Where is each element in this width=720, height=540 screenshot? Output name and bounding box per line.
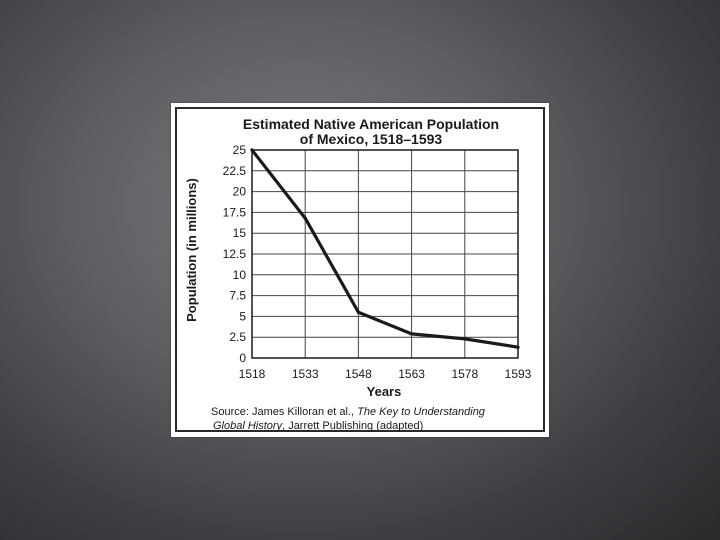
- y-tick-label: 2.5: [229, 330, 246, 344]
- y-tick-labels: 0 2.5 5 7.5 10 12.5 15 17.5 20 22.5 25: [223, 143, 247, 365]
- x-tick-label: 1518: [239, 367, 266, 381]
- y-tick-label: 12.5: [223, 247, 247, 261]
- source-suffix: , Jarrett Publishing (adapted): [282, 420, 424, 432]
- chart-figure: Estimated Native American Population of …: [171, 103, 549, 437]
- source-prefix: Source: James Killoran et al.,: [211, 406, 358, 418]
- x-axis-label: Years: [367, 384, 402, 399]
- x-tick-label: 1563: [398, 367, 425, 381]
- chart-grid: [251, 149, 519, 359]
- x-tick-labels: 1518 1533 1548 1563 1578 1593: [239, 367, 532, 381]
- x-tick-label: 1578: [451, 367, 478, 381]
- y-axis-label: Population (in millions): [184, 178, 199, 322]
- population-line-chart: Estimated Native American Population of …: [175, 107, 545, 432]
- population-data-point: [410, 332, 414, 336]
- chart-title-line-1: Estimated Native American Population: [243, 116, 499, 132]
- y-tick-label: 17.5: [223, 205, 247, 219]
- y-tick-label: 22.5: [223, 164, 247, 178]
- source-title-part-1: The Key to Understanding: [357, 406, 485, 418]
- plot-frame: [251, 149, 519, 359]
- series-group: [250, 148, 520, 349]
- figure-border: [175, 107, 545, 432]
- population-data-point: [356, 310, 360, 314]
- x-tick-label: 1533: [292, 367, 319, 381]
- y-tick-label: 15: [233, 226, 247, 240]
- y-tick-label: 0: [239, 351, 246, 365]
- y-tick-label: 5: [239, 309, 246, 323]
- y-tick-label: 25: [233, 143, 247, 157]
- chart-title-line-2: of Mexico, 1518–1593: [300, 131, 443, 147]
- y-tick-label: 10: [233, 268, 247, 282]
- population-series-line: [250, 148, 520, 349]
- population-data-point: [303, 216, 307, 220]
- x-tick-label: 1548: [345, 367, 372, 381]
- y-tick-label: 7.5: [229, 289, 246, 303]
- y-tick-label: 20: [233, 185, 247, 199]
- source-citation: Source: James Killoran et al., The Key t…: [211, 405, 541, 433]
- source-title-part-2: Global History: [213, 420, 283, 432]
- population-data-point: [463, 337, 467, 341]
- x-tick-label: 1593: [505, 367, 532, 381]
